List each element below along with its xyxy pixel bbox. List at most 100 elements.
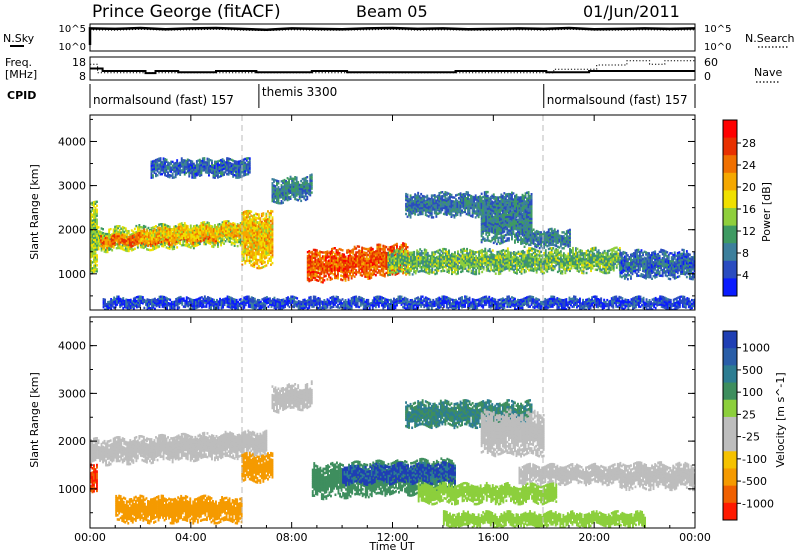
range-cell <box>283 186 286 190</box>
range-cell <box>263 237 266 240</box>
range-cell <box>176 228 179 232</box>
range-cell <box>570 263 573 266</box>
range-cell <box>382 250 385 253</box>
range-cell <box>425 253 428 256</box>
range-cell <box>376 251 379 255</box>
range-cell <box>306 264 309 268</box>
range-cell <box>245 212 248 215</box>
range-cell <box>118 238 121 242</box>
range-cell <box>394 273 397 276</box>
range-cell <box>410 257 413 260</box>
range-cell <box>292 185 295 188</box>
range-cell <box>559 256 562 259</box>
range-cell <box>429 265 432 268</box>
range-cell <box>420 267 423 271</box>
range-cell <box>510 257 512 260</box>
range-cell <box>177 241 180 244</box>
range-cell <box>314 254 317 258</box>
range-cell <box>97 244 100 247</box>
range-cell <box>374 256 377 259</box>
range-cell <box>324 268 327 272</box>
range-cell <box>425 259 428 262</box>
range-cell <box>401 254 404 257</box>
range-cell <box>250 236 253 239</box>
range-cell <box>395 257 397 260</box>
range-cell <box>449 264 452 267</box>
range-cell <box>268 225 271 229</box>
range-cell <box>156 242 158 245</box>
range-cell <box>385 265 388 269</box>
range-cell <box>547 263 550 266</box>
range-cell <box>242 211 245 214</box>
range-cell <box>370 246 373 250</box>
range-cell <box>242 235 245 238</box>
range-cell <box>256 248 259 252</box>
range-cell <box>259 217 262 220</box>
range-cell <box>283 178 286 182</box>
range-cell <box>581 257 584 261</box>
range-cell <box>479 265 482 268</box>
range-cell <box>570 265 573 268</box>
range-cell <box>597 251 600 254</box>
range-cell <box>581 253 584 257</box>
range-cell <box>591 253 594 256</box>
range-cell <box>225 229 228 233</box>
range-cell <box>432 251 435 254</box>
range-cell <box>376 255 379 258</box>
range-cell <box>244 216 247 219</box>
range-cell <box>314 248 317 252</box>
range-cell <box>490 250 493 254</box>
range-cell <box>422 260 425 263</box>
range-cell <box>308 262 311 265</box>
range-cell <box>575 251 577 254</box>
range-cell <box>195 240 198 243</box>
range-cell <box>434 262 437 266</box>
range-cell <box>538 254 541 257</box>
range-cell <box>328 255 330 258</box>
range-cell <box>289 191 292 194</box>
range-cell <box>242 229 245 232</box>
range-cell <box>213 228 215 231</box>
range-cell <box>226 236 229 239</box>
range-cell <box>367 267 370 271</box>
range-cell <box>364 269 367 272</box>
range-cell <box>205 225 208 228</box>
range-cell <box>443 247 446 251</box>
range-cell <box>209 236 211 239</box>
range-cell <box>393 270 395 273</box>
range-cell <box>380 256 383 259</box>
range-cell <box>389 273 391 276</box>
range-cell <box>123 232 126 236</box>
range-cell <box>446 262 449 266</box>
range-cell <box>99 236 102 239</box>
range-cell <box>117 226 120 230</box>
range-cell <box>250 250 253 253</box>
range-cell <box>300 179 303 183</box>
range-cell <box>165 240 168 243</box>
range-cell <box>579 267 582 270</box>
range-cell <box>251 264 254 268</box>
range-cell <box>253 231 256 235</box>
range-cell <box>520 254 523 257</box>
range-cell <box>329 250 332 254</box>
range-cell <box>276 201 278 204</box>
range-cell <box>140 242 143 245</box>
range-cell <box>244 224 247 227</box>
range-cell <box>173 236 176 239</box>
range-cell <box>572 256 574 260</box>
range-cell <box>270 243 272 247</box>
range-cell <box>402 254 405 258</box>
range-cell <box>292 183 295 186</box>
range-cell <box>407 262 410 266</box>
range-cell <box>556 254 559 258</box>
range-cell <box>152 229 155 232</box>
range-cell <box>538 264 541 267</box>
range-cell <box>332 267 335 270</box>
range-cell <box>567 262 570 265</box>
range-cell <box>529 261 532 264</box>
range-cell <box>182 232 185 235</box>
range-cell <box>109 236 112 239</box>
range-cell <box>306 251 309 254</box>
range-cell <box>260 232 263 236</box>
range-cell <box>263 219 266 222</box>
